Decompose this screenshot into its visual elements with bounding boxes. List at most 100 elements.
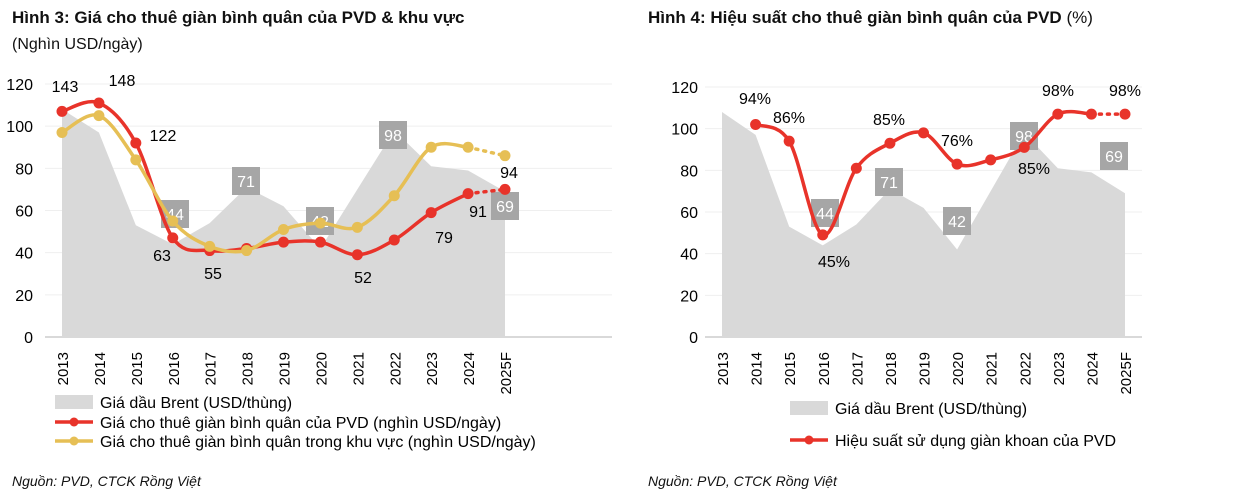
- data-label: 94: [500, 165, 518, 182]
- legend-label: Giá cho thuê giàn bình quân của PVD (ngh…: [100, 415, 501, 432]
- legend-label: Hiệu suất sử dụng giàn khoan của PVD: [835, 433, 1116, 450]
- chart3-source: Nguồn: PVD, CTCK Rồng Việt: [12, 473, 201, 489]
- data-point: [425, 207, 437, 219]
- data-point: [388, 234, 400, 246]
- brent-area: [722, 112, 1125, 337]
- brent-label: 42: [948, 214, 966, 231]
- data-label: 98%: [1042, 83, 1074, 100]
- data-point: [56, 126, 68, 138]
- forecast-dotted-line: [466, 187, 507, 196]
- y-tick-label: 40: [680, 247, 698, 264]
- data-point: [1085, 108, 1097, 120]
- data-label: 79: [435, 230, 453, 247]
- data-label: 45%: [818, 254, 850, 271]
- brent-label-box: [491, 192, 519, 220]
- x-tick-label: 2024: [461, 352, 478, 385]
- data-label: 76%: [941, 133, 973, 150]
- x-tick-label: 2016: [816, 352, 833, 385]
- y-tick-label: 0: [24, 330, 33, 347]
- brent-label: 71: [880, 175, 898, 192]
- brent-label-box: [875, 168, 903, 196]
- y-tick-label: 0: [689, 330, 698, 347]
- x-tick-label: 2018: [883, 352, 900, 385]
- brent-label: 71: [237, 174, 255, 191]
- x-tick-label: 2015: [129, 352, 146, 385]
- x-tick-label: 2013: [55, 352, 72, 385]
- brent-label-box: [943, 207, 971, 235]
- x-tick-label: 2017: [203, 352, 220, 385]
- y-tick-label: 80: [680, 163, 698, 180]
- data-label: 86%: [773, 110, 805, 127]
- chart4-source: Nguồn: PVD, CTCK Rồng Việt: [648, 473, 837, 489]
- data-point: [167, 232, 179, 244]
- data-label: 85%: [1018, 161, 1050, 178]
- data-label: 91: [469, 204, 487, 221]
- brent-label: 98: [384, 128, 402, 145]
- data-point: [462, 188, 474, 200]
- data-point: [130, 137, 142, 149]
- data-point: [985, 154, 997, 166]
- data-point: [93, 110, 105, 122]
- data-point: [499, 150, 511, 162]
- data-point: [884, 137, 896, 149]
- legend-label: Giá dầu Brent (USD/thùng): [100, 395, 292, 412]
- data-point: [167, 215, 179, 227]
- chart4-title-unit: (%): [1066, 8, 1093, 27]
- y-tick-label: 100: [6, 119, 33, 136]
- x-tick-label: 2014: [749, 352, 766, 385]
- data-point: [278, 236, 289, 248]
- chart3: 0 20 40 60 80 100 120 2013 2014 2015 2016 2017 2018 2…: [6, 73, 612, 451]
- x-tick-label: 2017: [849, 352, 866, 385]
- data-point: [462, 141, 474, 153]
- data-point: [388, 190, 400, 202]
- brent-label: 69: [1105, 149, 1123, 166]
- data-point: [1052, 108, 1064, 120]
- x-tick-label: 2023: [424, 352, 441, 385]
- y-tick-label: 20: [15, 288, 33, 305]
- brent-label-box: [232, 167, 260, 195]
- data-point: [817, 229, 829, 241]
- x-tick-label: 2022: [1017, 352, 1034, 385]
- series-line: [754, 109, 1092, 237]
- legend-swatch-marker: [804, 435, 814, 445]
- data-label: 52: [354, 270, 372, 287]
- data-point: [918, 127, 929, 139]
- x-tick-label: 2024: [1084, 352, 1101, 385]
- legend-swatch-marker: [69, 436, 79, 446]
- y-tick-label: 80: [15, 161, 33, 178]
- data-point: [204, 240, 216, 252]
- data-label: 94%: [739, 91, 771, 108]
- data-point: [130, 154, 142, 166]
- x-tick-label: 2016: [166, 352, 183, 385]
- x-tick-label: 2021: [350, 352, 367, 385]
- brent-label: 69: [496, 199, 514, 216]
- y-tick-label: 20: [680, 288, 698, 305]
- brent-area: [62, 109, 505, 337]
- x-tick-label: 2022: [387, 352, 404, 385]
- data-point: [425, 141, 437, 153]
- chart3-subtitle: (Nghìn USD/ngày): [12, 36, 143, 53]
- data-point: [93, 97, 105, 109]
- y-tick-label: 60: [680, 205, 698, 222]
- data-label: 55: [204, 266, 222, 283]
- legend-swatch-area: [790, 401, 828, 415]
- data-label: 148: [109, 73, 136, 90]
- data-point: [314, 217, 326, 229]
- legend-swatch-area: [55, 395, 93, 409]
- chart4: 0 20 40 60 80 100 120 2013 2014 2015 2016 2017 2018 2…: [671, 80, 1142, 450]
- y-tick-label: 120: [671, 80, 698, 97]
- x-tick-label: 2019: [917, 352, 934, 385]
- chart4-title: Hình 4: Hiệu suất cho thuê giàn bình quâ…: [648, 8, 1093, 28]
- x-tick-label: 2013: [715, 352, 732, 385]
- data-label: 85%: [873, 112, 905, 129]
- data-point: [351, 249, 363, 261]
- x-tick-label: 2014: [92, 352, 109, 385]
- data-point: [499, 183, 511, 195]
- data-label: 143: [52, 79, 79, 96]
- x-tick-label: 2025F: [1118, 352, 1135, 395]
- data-point: [750, 119, 762, 130]
- chart4-title-text: Hình 4: Hiệu suất cho thuê giàn bình quâ…: [648, 8, 1062, 27]
- x-tick-label: 2019: [277, 352, 294, 385]
- y-tick-label: 100: [671, 122, 698, 139]
- x-tick-label: 2023: [1051, 352, 1068, 385]
